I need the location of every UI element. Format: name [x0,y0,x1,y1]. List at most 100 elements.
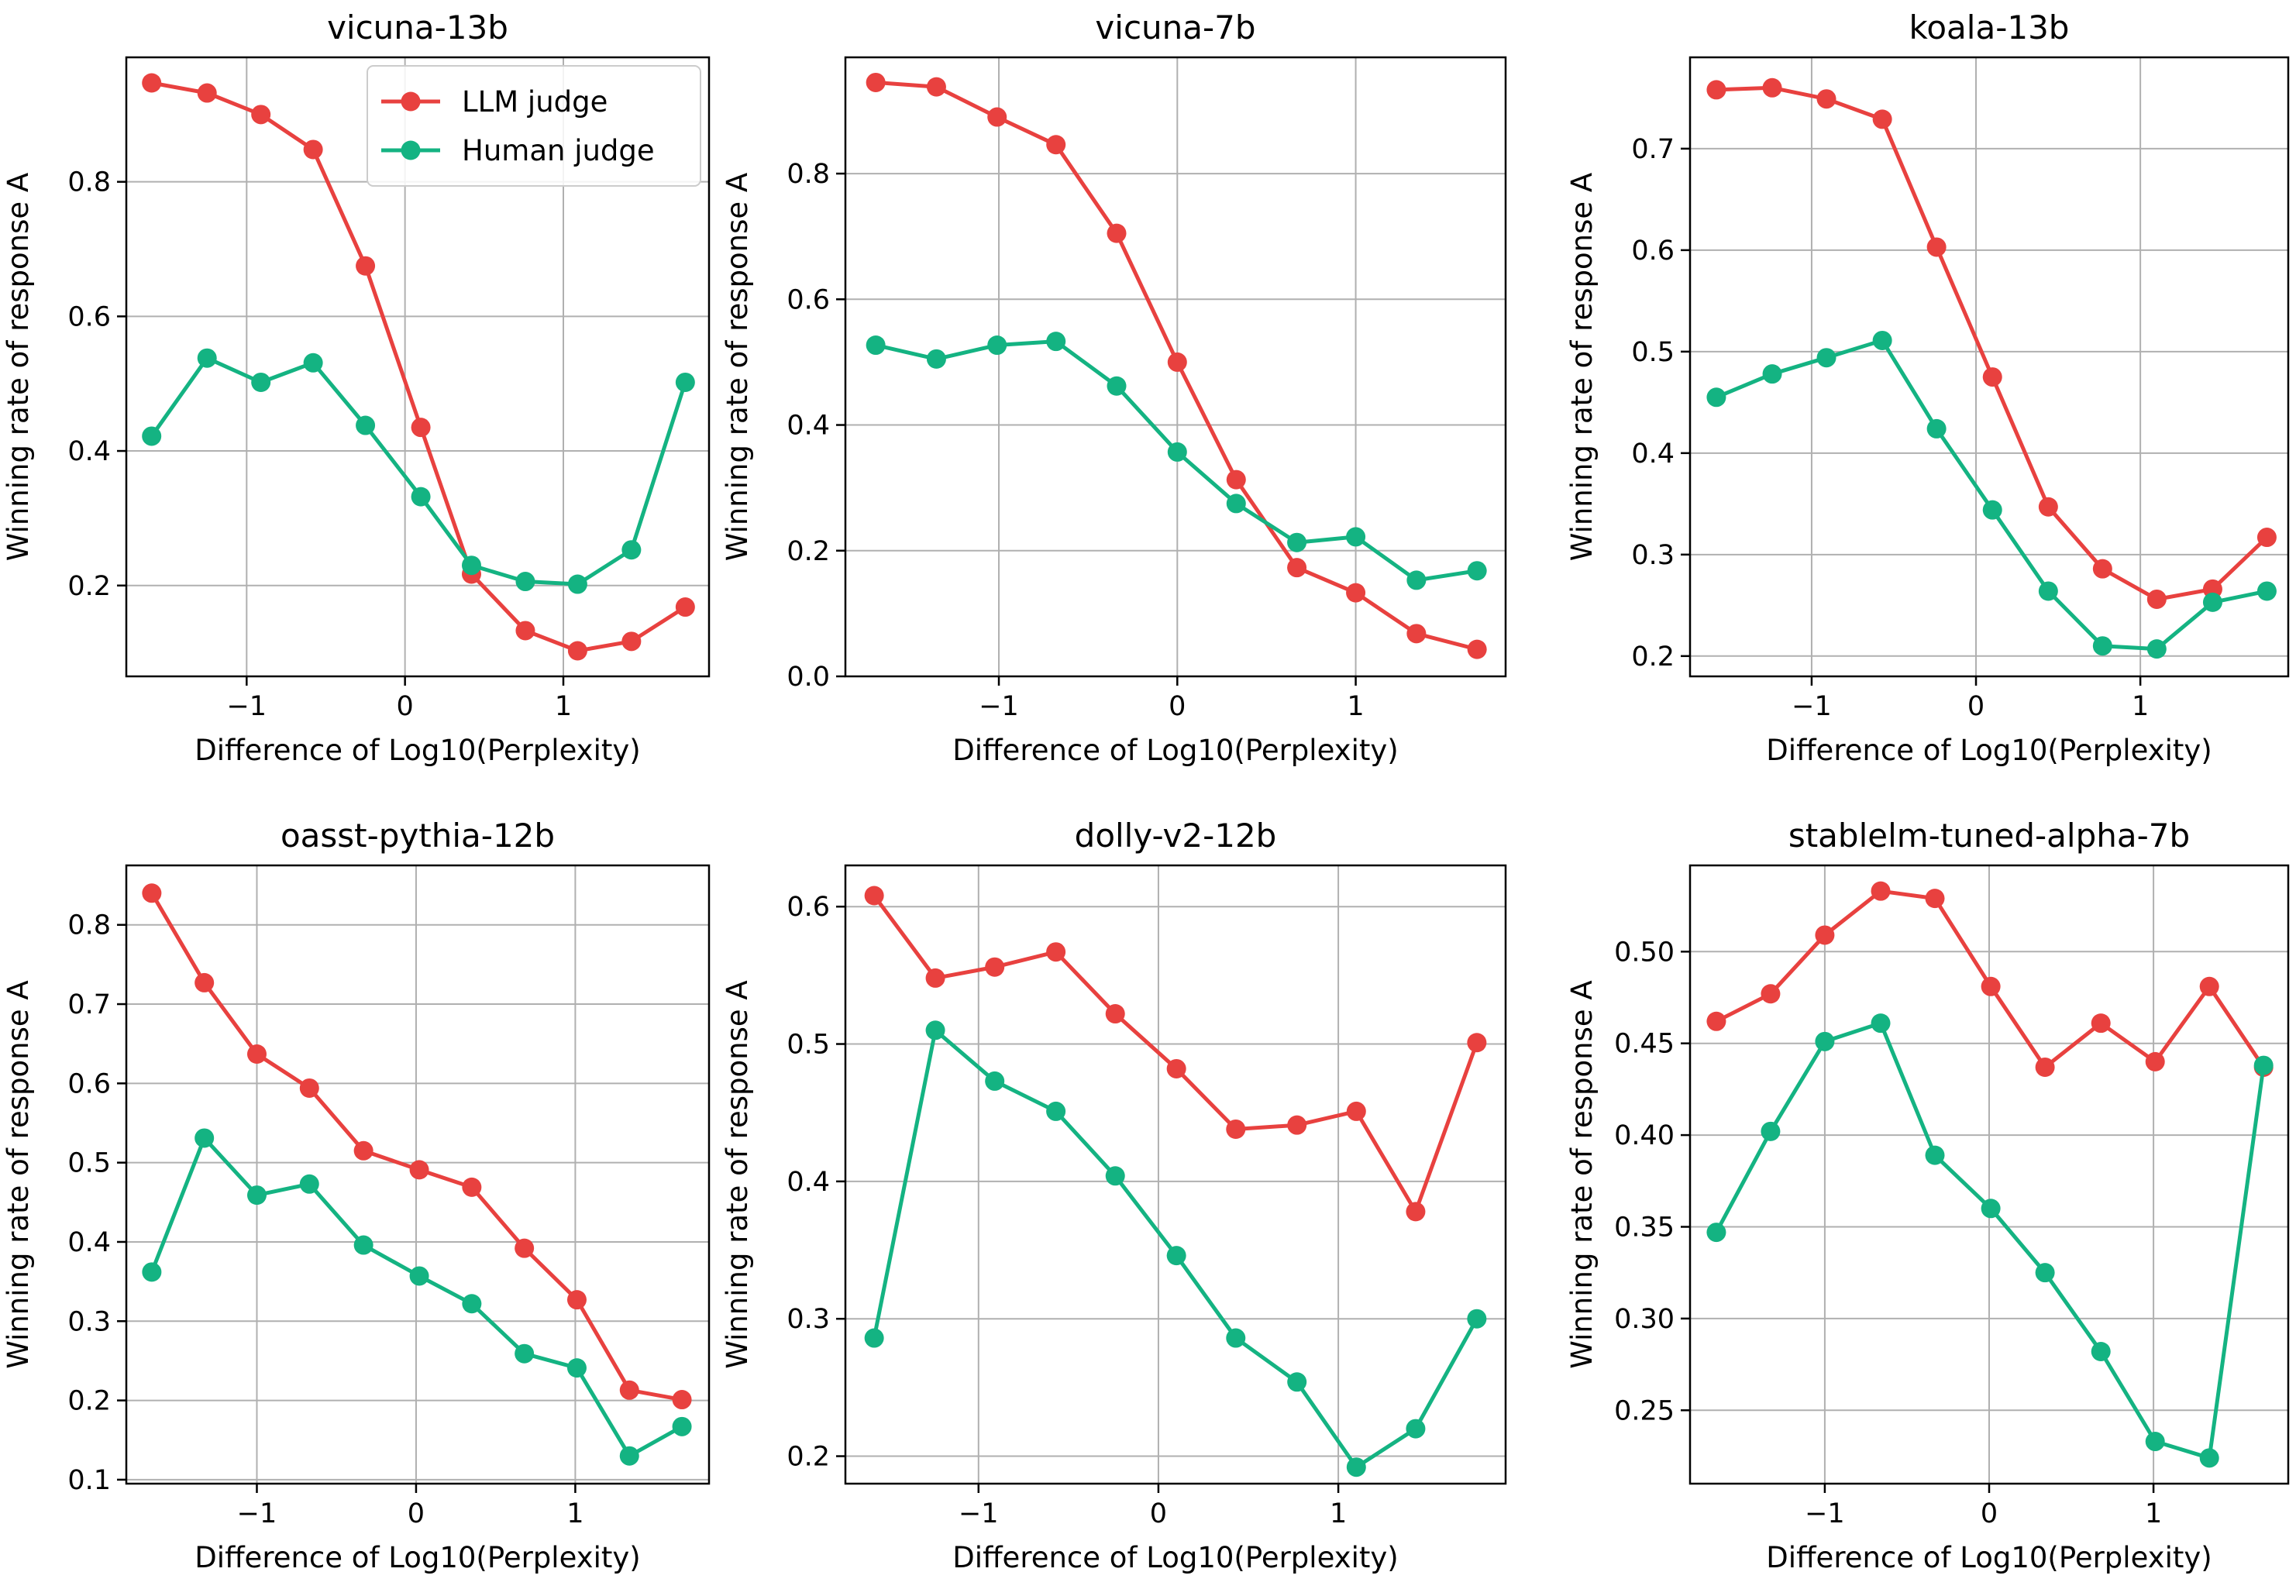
data-point-llm [142,73,162,93]
data-point-human [985,1071,1005,1091]
data-point-human [2199,1448,2219,1468]
y-tick-label: 0.1 [67,1465,111,1496]
data-point-human [1761,1121,1781,1141]
x-axis-label: Difference of Log10(Perplexity) [194,734,640,767]
data-point-human [515,1343,535,1364]
data-point-llm [1981,976,2001,996]
y-tick-label: 0.6 [1631,236,1675,267]
x-axis-label: Difference of Log10(Perplexity) [1766,1541,2212,1574]
legend-label-llm: LLM judge [462,85,608,119]
data-point-llm [2038,497,2058,517]
data-point-llm [2092,559,2112,579]
data-point-llm [987,107,1007,127]
y-tick-label: 0.6 [787,284,830,315]
data-point-human [1926,418,1947,439]
y-tick-label: 0.8 [787,159,830,190]
data-point-llm [1046,135,1066,155]
y-axis-label: Winning rate of response A [721,173,754,561]
series-line-human [1715,338,2267,652]
data-point-llm [197,83,217,103]
chart-title: vicuna-13b [327,9,508,46]
x-axis-label: Difference of Log10(Perplexity) [194,1541,640,1574]
series-line-llm [1716,85,2269,601]
data-point-human [1406,570,1427,590]
legend-box [367,65,701,187]
data-point-llm [1287,558,1307,578]
series-llm [142,73,695,661]
series-llm [1706,77,2277,609]
chart-panel-1: vicuna-13b −1 0 1 0.2 0.4 0.6 0.8 Difference of … [2,9,711,767]
data-point-human [194,1128,215,1148]
plot-frame [1688,56,2290,678]
data-point-llm [2145,1051,2165,1071]
data-point-human [1346,527,1366,547]
data-point-human [299,1174,319,1194]
data-point-human [462,1294,482,1314]
data-point-llm [246,1044,267,1064]
data-point-llm [1815,925,1835,945]
data-point-human [925,1020,945,1040]
data-point-llm [1167,352,1187,372]
data-point-llm [409,1160,429,1180]
data-point-llm [299,1078,319,1098]
y-tick-label: 0.2 [787,1442,830,1473]
series-line-human [150,1136,683,1458]
chart-panel-3: koala-13b −1 0 1 0.2 0.3 0.4 0.5 0.6 0.7 Differenc… [1565,9,2290,767]
x-tick-label: −1 [237,1498,277,1529]
y-tick-label: 0.4 [67,1227,111,1258]
data-point-human [1287,1372,1307,1392]
y-tick-label: 0.6 [787,892,830,923]
data-point-llm [1226,470,1246,490]
data-point-llm [2146,589,2167,609]
data-point-llm [194,972,215,992]
data-point-human [864,1328,884,1348]
data-point-human [2145,1432,2165,1452]
y-axis-label: Winning rate of response A [721,980,754,1368]
data-point-llm [1872,109,1892,129]
y-axis-label: Winning rate of response A [1565,980,1599,1368]
data-point-human [1166,1246,1186,1266]
y-tick-label: 0.4 [787,1167,830,1198]
x-tick-label: 0 [1169,691,1186,722]
data-point-human [2091,1342,2111,1362]
x-tick-label: 0 [408,1498,425,1529]
y-tick-label: 0.2 [67,571,111,602]
x-axis-label: Difference of Log10(Perplexity) [1766,734,2212,767]
data-point-llm [142,883,162,903]
data-point-llm [1925,889,1945,909]
x-tick-label: 0 [1981,1498,1998,1529]
y-tick-label: 0.7 [67,989,111,1020]
data-point-human [246,1185,267,1206]
chart-title: dolly-v2-12b [1075,817,1277,855]
data-point-llm [925,968,945,988]
data-point-human [1287,532,1307,552]
data-point-human [356,415,376,435]
series-llm [864,886,1487,1222]
data-point-llm [1982,367,2002,387]
y-tick-label: 0.2 [67,1386,111,1417]
data-point-human [1982,500,2002,520]
data-point-human [461,556,481,576]
x-tick-label: 1 [2145,1498,2162,1529]
data-point-llm [1406,1202,1426,1222]
data-point-human [2092,636,2112,656]
legend-label-human: Human judge [462,134,655,167]
data-point-human [2256,581,2277,601]
y-tick-label: 0.6 [67,1068,111,1099]
data-point-llm [303,139,323,160]
data-point-human [411,487,431,507]
data-point-llm [1706,1011,1726,1031]
y-tick-label: 0.8 [67,167,111,198]
data-point-human [1815,1031,1835,1051]
data-point-human [567,574,587,594]
data-point-human [1981,1199,2001,1219]
y-tick-label: 0.2 [787,536,830,567]
data-point-human [566,1358,587,1378]
data-point-human [1226,494,1246,514]
y-tick-label: 0.0 [787,662,830,693]
data-point-llm [356,256,376,276]
x-tick-label: 0 [397,691,414,722]
plot-frame [844,56,1507,678]
chart-panel-4: oasst-pythia-12b −1 0 1 0.1 0.2 0.3 0.4 0.5 0.6 0.… [2,817,711,1574]
